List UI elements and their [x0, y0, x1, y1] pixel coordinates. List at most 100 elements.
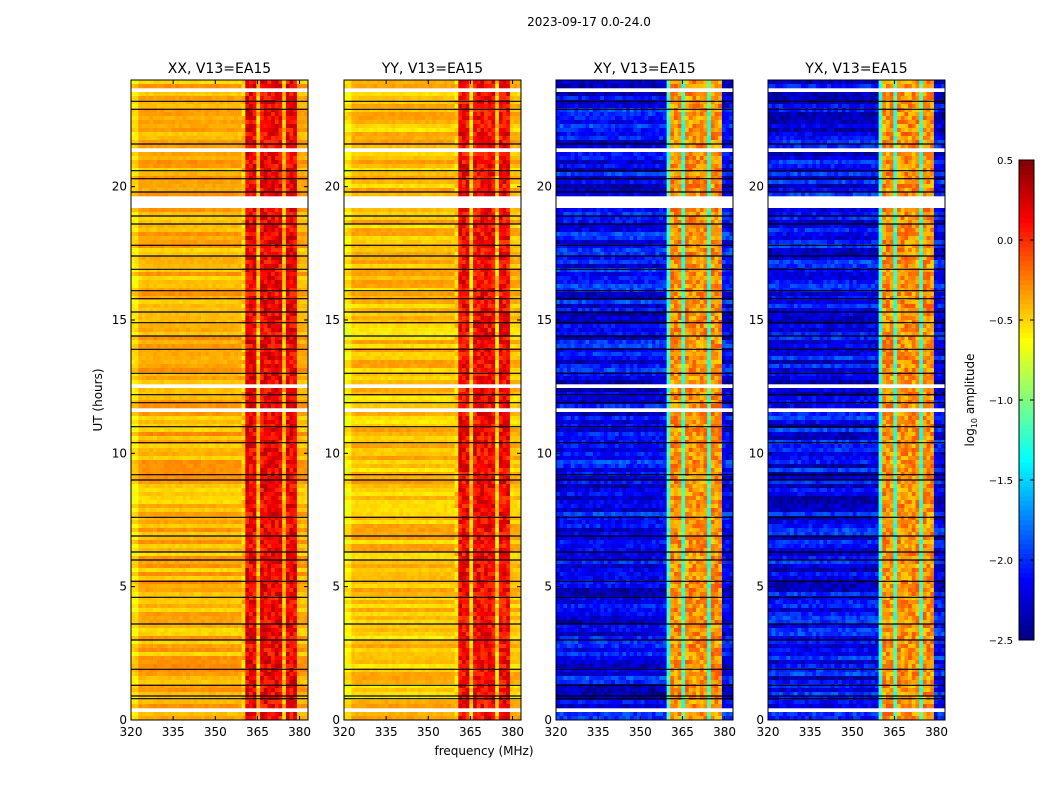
heatmap-cell	[238, 144, 242, 148]
heatmap-cell	[290, 436, 294, 440]
heatmap-cell	[227, 144, 231, 148]
heatmap-cell	[231, 444, 235, 448]
heatmap-cell	[279, 172, 283, 176]
heatmap-cell	[286, 404, 290, 408]
heatmap-cell	[205, 256, 209, 260]
heatmap-cell	[290, 184, 294, 188]
heatmap-cell	[234, 508, 238, 512]
heatmap-cell	[260, 344, 264, 348]
heatmap-cell	[231, 420, 235, 424]
heatmap-cell	[245, 492, 249, 496]
heatmap-cell	[179, 496, 183, 500]
heatmap-cell	[135, 120, 139, 124]
heatmap-cell	[179, 360, 183, 364]
heatmap-cell	[157, 316, 161, 320]
heatmap-cell	[197, 316, 201, 320]
heatmap-cell	[205, 356, 209, 360]
heatmap-cell	[172, 304, 176, 308]
heatmap-cell	[256, 272, 260, 276]
heatmap-cell	[223, 116, 227, 120]
heatmap-cell	[279, 372, 283, 376]
heatmap-cell	[260, 160, 264, 164]
heatmap-cell	[275, 420, 279, 424]
heatmap-cell	[142, 224, 146, 228]
heatmap-cell	[175, 276, 179, 280]
heatmap-cell	[275, 124, 279, 128]
heatmap-cell	[242, 436, 246, 440]
heatmap-cell	[190, 120, 194, 124]
heatmap-cell	[164, 352, 168, 356]
heatmap-cell	[260, 348, 264, 352]
heatmap-cell	[286, 144, 290, 148]
heatmap-cell	[179, 144, 183, 148]
heatmap-cell	[149, 120, 153, 124]
heatmap-cell	[179, 128, 183, 132]
heatmap-cell	[135, 240, 139, 244]
heatmap-cell	[282, 280, 286, 284]
heatmap-cell	[253, 504, 257, 508]
heatmap-cell	[242, 156, 246, 160]
heatmap-cell	[216, 460, 220, 464]
heatmap-cell	[138, 340, 142, 344]
heatmap-cell	[275, 444, 279, 448]
heatmap-cell	[161, 316, 165, 320]
heatmap-cell	[264, 236, 268, 240]
heatmap-cell	[242, 128, 246, 132]
heatmap-cell	[260, 340, 264, 344]
heatmap-cell	[249, 152, 253, 156]
heatmap-cell	[208, 280, 212, 284]
heatmap-cell	[153, 264, 157, 268]
heatmap-cell	[149, 284, 153, 288]
heatmap-cell	[271, 496, 275, 500]
heatmap-cell	[227, 460, 231, 464]
heatmap-cell	[157, 100, 161, 104]
heatmap-cell	[301, 504, 305, 508]
heatmap-cell	[190, 84, 194, 88]
heatmap-cell	[197, 464, 201, 468]
heatmap-cell	[260, 372, 264, 376]
heatmap-cell	[142, 368, 146, 372]
heatmap-cell	[194, 360, 198, 364]
heatmap-cell	[146, 516, 150, 520]
heatmap-cell	[220, 284, 224, 288]
heatmap-cell	[138, 380, 142, 384]
heatmap-cell	[227, 128, 231, 132]
heatmap-cell	[157, 380, 161, 384]
heatmap-cell	[194, 464, 198, 468]
heatmap-cell	[227, 228, 231, 232]
heatmap-cell	[267, 116, 271, 120]
heatmap-cell	[234, 352, 238, 356]
heatmap-cell	[293, 236, 297, 240]
heatmap-cell	[249, 284, 253, 288]
heatmap-cell	[153, 84, 157, 88]
heatmap-cell	[297, 208, 301, 212]
heatmap-cell	[238, 492, 242, 496]
heatmap-cell	[142, 488, 146, 492]
heatmap-cell	[216, 516, 220, 520]
heatmap-cell	[264, 464, 268, 468]
heatmap-cell	[179, 256, 183, 260]
heatmap-cell	[256, 324, 260, 328]
heatmap-cell	[223, 456, 227, 460]
heatmap-cell	[267, 504, 271, 508]
heatmap-cell	[197, 480, 201, 484]
heatmap-cell	[264, 224, 268, 228]
heatmap-cell	[208, 412, 212, 416]
heatmap-cell	[242, 160, 246, 164]
heatmap-cell	[256, 112, 260, 116]
heatmap-cell	[164, 504, 168, 508]
heatmap-cell	[138, 104, 142, 108]
heatmap-cell	[260, 416, 264, 420]
heatmap-cell	[264, 240, 268, 244]
heatmap-cell	[216, 348, 220, 352]
heatmap-cell	[135, 444, 139, 448]
heatmap-cell	[227, 92, 231, 96]
heatmap-cell	[238, 264, 242, 268]
heatmap-cell	[245, 132, 249, 136]
heatmap-cell	[242, 216, 246, 220]
heatmap-cell	[146, 412, 150, 416]
heatmap-cell	[157, 432, 161, 436]
heatmap-cell	[227, 164, 231, 168]
heatmap-cell	[238, 80, 242, 84]
heatmap-cell	[216, 164, 220, 168]
